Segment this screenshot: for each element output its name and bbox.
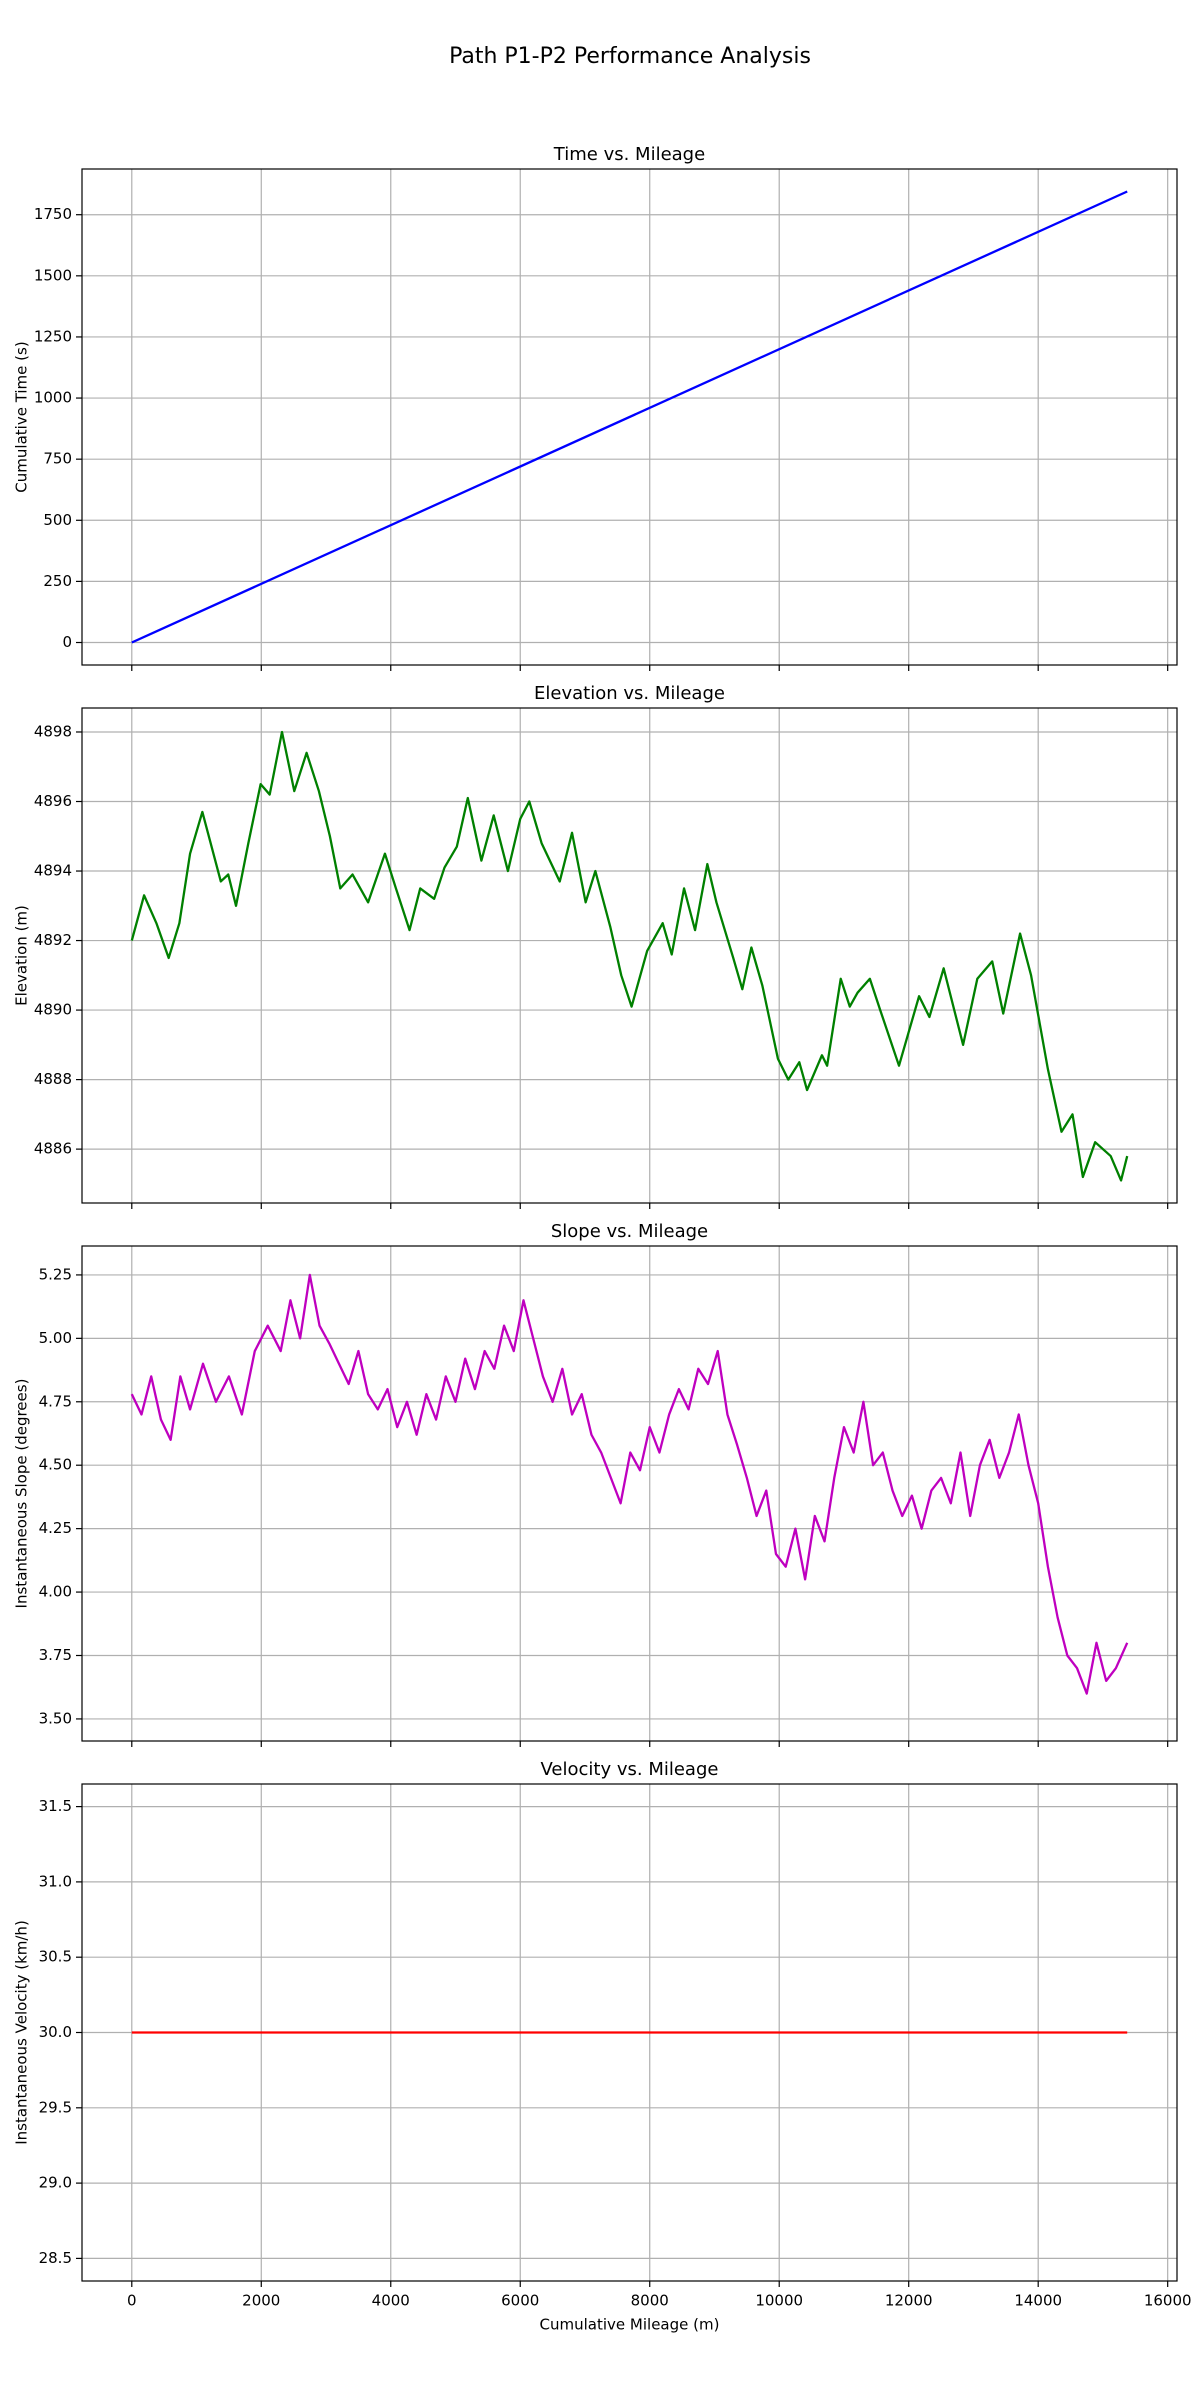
y-axis-label: Instantaneous Velocity (km/h)	[13, 1920, 31, 2145]
subplot: 4886 4888 4890 4892 4894 4896 4898 Elevation vs…	[13, 683, 1178, 1209]
subplot: 3.50 3.75 4.00 4.25 4.50 4.75 5.00 5.25 Slope vs…	[13, 1221, 1178, 1747]
x-axis-label: Cumulative Mileage (m)	[540, 2316, 720, 2334]
y-tick-label: 30.5	[39, 1948, 72, 1966]
y-tick-label: 30.0	[39, 2023, 72, 2041]
subplot-title: Elevation vs. Mileage	[534, 683, 725, 704]
x-tick-label: 2000	[242, 2292, 280, 2310]
subplot-title: Time vs. Mileage	[553, 144, 705, 165]
y-tick-label: 1750	[34, 205, 72, 223]
subplot: 0 250 500 750 1000 1250 1500 1750 Time vs. Milea…	[13, 144, 1178, 671]
x-tick-label: 12000	[885, 2292, 933, 2310]
subplot-title: Velocity vs. Mileage	[541, 1759, 719, 1780]
plot-frame	[81, 1783, 1178, 2282]
y-tick-label: 4888	[34, 1070, 72, 1088]
y-tick-label: 29.5	[39, 2098, 72, 2116]
y-tick-label: 4892	[34, 931, 72, 949]
y-tick-label: 31.5	[39, 1797, 72, 1815]
y-tick-label: 4.50	[39, 1456, 72, 1474]
y-tick-label: 28.5	[39, 2249, 72, 2267]
y-axis-label: Instantaneous Slope (degrees)	[13, 1379, 31, 1609]
y-tick-label: 4.25	[39, 1519, 72, 1537]
subplot: 0 2000 4000 6000 8000 10000 12000 14000 16000 28.…	[13, 1759, 1192, 2334]
y-tick-label: 4896	[34, 792, 72, 810]
subplot-title: Slope vs. Mileage	[551, 1221, 708, 1242]
figure-title: Path P1-P2 Performance Analysis	[449, 44, 811, 69]
x-tick-label: 10000	[755, 2292, 803, 2310]
data-line	[131, 190, 1128, 644]
y-tick-label: 4890	[34, 1001, 72, 1019]
x-tick-label: 14000	[1014, 2292, 1062, 2310]
x-tick-label: 6000	[501, 2292, 539, 2310]
y-tick-label: 29.0	[39, 2174, 72, 2192]
y-tick-label: 500	[43, 511, 72, 529]
y-tick-label: 5.00	[39, 1329, 72, 1347]
y-tick-label: 250	[43, 572, 72, 590]
y-tick-label: 5.25	[39, 1265, 72, 1283]
y-tick-label: 3.50	[39, 1709, 72, 1727]
y-tick-label: 1000	[34, 389, 72, 407]
x-tick-label: 0	[127, 2292, 137, 2310]
y-tick-label: 750	[43, 450, 72, 468]
y-axis-label: Cumulative Time (s)	[13, 341, 31, 492]
x-tick-label: 16000	[1144, 2292, 1192, 2310]
plot-frame	[81, 707, 1178, 1204]
y-tick-label: 3.75	[39, 1646, 72, 1664]
data-line	[130, 730, 1129, 1182]
plot-frame	[81, 168, 1178, 666]
y-axis-label: Elevation (m)	[13, 905, 31, 1006]
data-line	[130, 1273, 1129, 1695]
y-tick-label: 4898	[34, 722, 72, 740]
y-tick-label: 4894	[34, 862, 72, 880]
x-tick-label: 8000	[631, 2292, 669, 2310]
y-tick-label: 1500	[34, 266, 72, 284]
y-tick-label: 4886	[34, 1140, 72, 1158]
y-tick-label: 31.0	[39, 1872, 72, 1890]
y-tick-label: 4.75	[39, 1392, 72, 1410]
plot-frame	[81, 1245, 1178, 1742]
y-tick-label: 4.00	[39, 1583, 72, 1601]
y-tick-label: 1250	[34, 327, 72, 345]
y-tick-label: 0	[62, 633, 72, 651]
x-tick-label: 4000	[372, 2292, 410, 2310]
